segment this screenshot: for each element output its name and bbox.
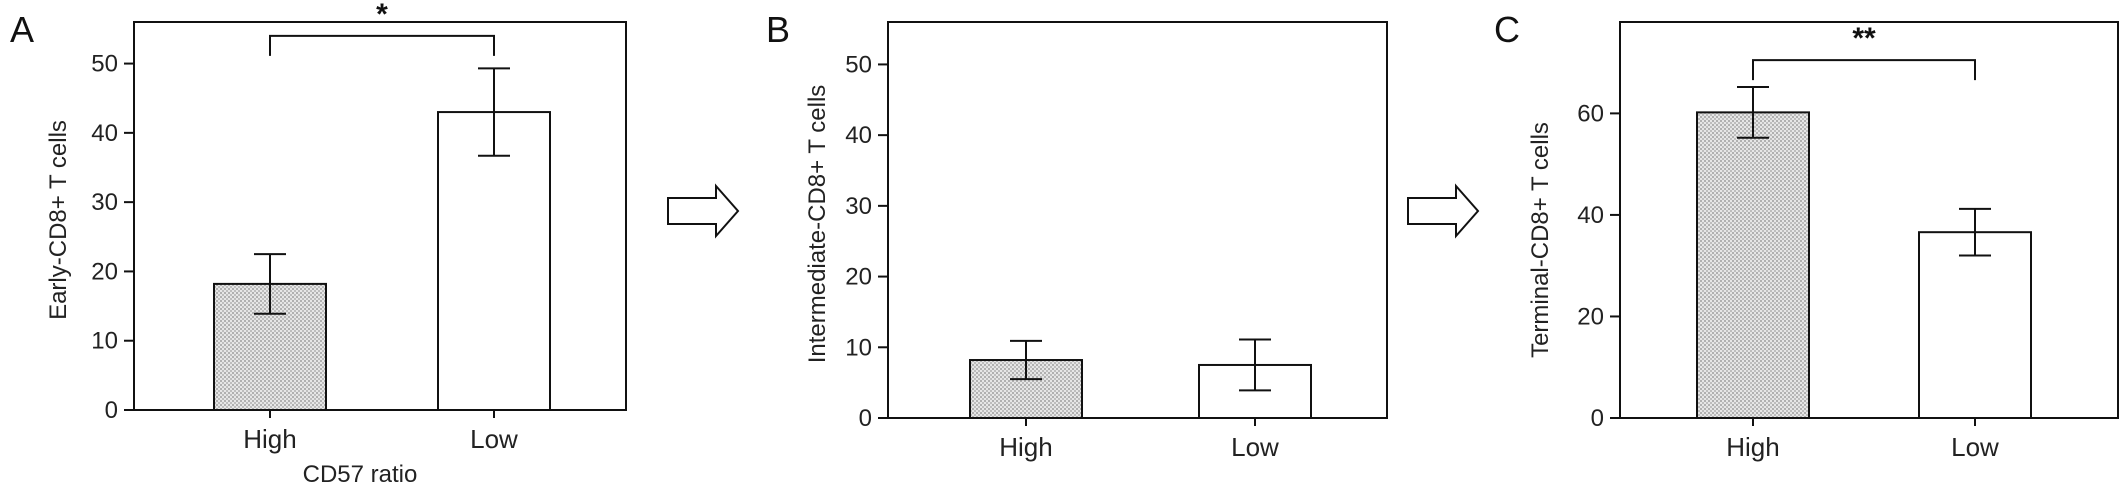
- panel-c: C Terminal-CD8+ T cells 0 20 40 60 High Low **: [1494, 9, 2119, 462]
- x-axis-title-a: CD57 ratio: [303, 461, 418, 488]
- panel-b: B Intermediate-CD8+ T cells 0 10 20 30 40 50 H…: [766, 9, 1388, 462]
- x-tick-label-b-high: High: [999, 432, 1052, 462]
- x-tick-label-b-low: Low: [1231, 432, 1279, 462]
- y-axis-title-c: Terminal-CD8+ T cells: [1527, 122, 1554, 358]
- panel-a: A Early-CD8+ T cells CD57 ratio 0 10 20 30 4…: [10, 0, 627, 488]
- bar-c-high: [1696, 111, 1810, 419]
- y-tick-label-c: 40: [1577, 202, 1604, 229]
- flow-arrow-a-to-b: [667, 183, 740, 239]
- plot-frame-a: [133, 21, 627, 411]
- panel-label-b: B: [766, 9, 790, 50]
- plot-area-a: 0 10 20 30 40 50 High Low *: [91, 0, 627, 454]
- plot-area-b: 0 10 20 30 40 50 High Low: [845, 21, 1388, 462]
- significance-label-a: *: [376, 0, 388, 31]
- y-tick-label-b: 40: [845, 122, 872, 149]
- y-tick-label-c: 0: [1591, 405, 1604, 432]
- y-tick-label-a: 0: [105, 397, 118, 424]
- y-axis-title-b: Intermediate-CD8+ T cells: [804, 85, 831, 364]
- flow-arrow-b-to-c: [1407, 183, 1480, 239]
- x-tick-label-c-low: Low: [1951, 432, 1999, 462]
- y-tick-label-a: 40: [91, 120, 118, 147]
- panel-label-c: C: [1494, 9, 1520, 50]
- bar-a-low: [437, 111, 551, 411]
- y-axis-title-a: Early-CD8+ T cells: [45, 120, 72, 320]
- y-tick-label-b: 50: [845, 51, 872, 78]
- plot-area-c: 0 20 40 60 High Low **: [1577, 21, 2119, 462]
- bar-c-low: [1918, 231, 2032, 419]
- y-tick-label-b: 0: [859, 405, 872, 432]
- y-tick-label-b: 10: [845, 334, 872, 361]
- y-tick-label-b: 20: [845, 264, 872, 291]
- x-tick-label-a-low: Low: [470, 424, 518, 454]
- y-tick-label-a: 20: [91, 258, 118, 285]
- y-tick-label-c: 60: [1577, 100, 1604, 127]
- significance-bracket-c: [1752, 59, 1976, 81]
- plot-frame-c: [1619, 21, 2119, 419]
- panel-label-a: A: [10, 9, 34, 50]
- y-tick-label-b: 30: [845, 193, 872, 220]
- y-tick-label-a: 50: [91, 51, 118, 78]
- plot-frame-b: [887, 21, 1388, 419]
- y-tick-label-c: 20: [1577, 303, 1604, 330]
- y-tick-label-a: 10: [91, 328, 118, 355]
- x-tick-label-a-high: High: [243, 424, 296, 454]
- y-tick-label-a: 30: [91, 189, 118, 216]
- significance-bracket-a: [269, 34, 495, 56]
- significance-label-c: **: [1852, 22, 1876, 55]
- x-tick-label-c-high: High: [1726, 432, 1779, 462]
